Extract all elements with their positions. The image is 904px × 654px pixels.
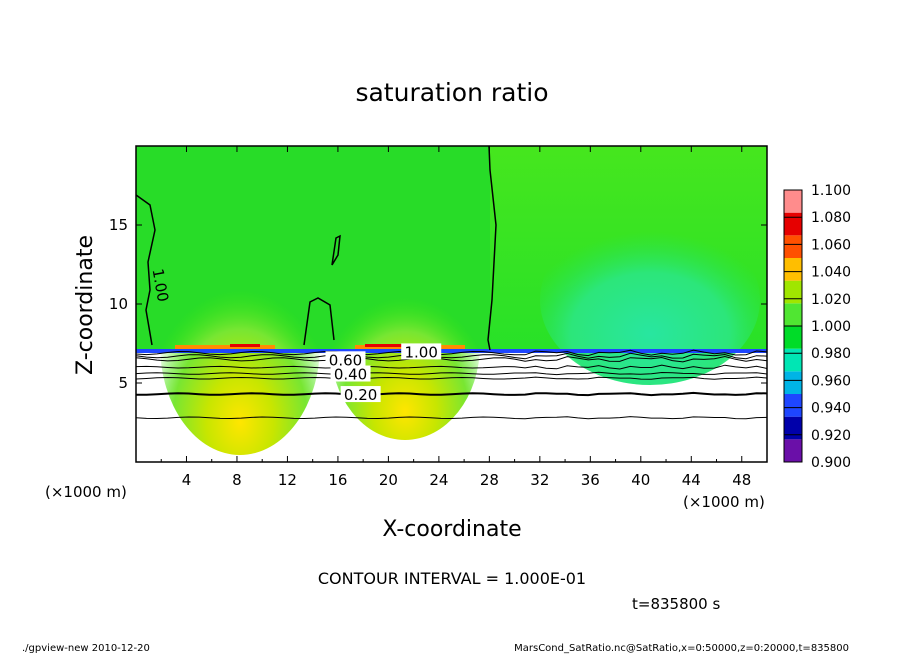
colorbar-label: 0.900 <box>811 455 851 471</box>
x-tick-label: 28 <box>480 471 499 489</box>
colorbar-label: 0.920 <box>811 428 851 444</box>
colorbar-segment <box>784 212 802 236</box>
x-axis-label: X-coordinate <box>382 517 521 542</box>
y-tick-label: 10 <box>109 295 128 313</box>
contour-line <box>136 349 767 357</box>
colorbar-segment <box>784 371 802 394</box>
contour-label-bg <box>401 343 442 360</box>
x-tick-label: 44 <box>682 471 701 489</box>
peak-strip-4 <box>365 344 410 347</box>
colorbar-label: 1.000 <box>811 319 851 335</box>
x-axis-unit-right: (×1000 m) <box>683 493 765 511</box>
contour-label: 0.20 <box>344 386 377 404</box>
contour-line <box>136 416 767 420</box>
contour-label: 0.60 <box>329 351 362 369</box>
colorbar-label: 1.020 <box>811 292 851 308</box>
colorbar-segment <box>784 394 802 417</box>
chart-title: saturation ratio <box>355 78 548 107</box>
contour-labels: 1.00 1.00 0.600.40 0.20 <box>148 267 442 404</box>
colorbar-label: 0.980 <box>811 346 851 362</box>
contour-label: 1.00 <box>148 267 172 303</box>
footer-right: MarsCond_SatRatio.nc@SatRatio,x=0:50000,… <box>514 643 849 654</box>
colorbar-segment <box>784 235 802 258</box>
colorbar-label: 1.040 <box>811 265 851 281</box>
contour-label-bg <box>325 351 366 368</box>
colorbar-segment <box>784 280 802 304</box>
colorbar-label: 0.960 <box>811 373 851 389</box>
colorbar-segment <box>784 258 802 281</box>
y-tick-label: 15 <box>109 216 128 234</box>
colorbar-label: 1.080 <box>811 210 851 226</box>
contour-line <box>136 364 767 370</box>
peak-strip-3 <box>230 344 260 347</box>
colorbar-label: 1.060 <box>811 237 851 253</box>
contour-line <box>136 391 767 397</box>
x-tick-label: 48 <box>732 471 751 489</box>
x-tick-label: 20 <box>379 471 398 489</box>
cool-patch-right <box>540 215 760 385</box>
colorbar-segment <box>784 326 802 349</box>
x-tick-label: 32 <box>530 471 549 489</box>
contour-label: 1.00 <box>405 343 438 361</box>
y-axis: 5 10 15 <box>109 216 767 392</box>
contour-line <box>136 352 767 360</box>
x-tick-label: 4 <box>182 471 192 489</box>
colorbar-segment <box>784 303 802 326</box>
x-tick-label: 8 <box>232 471 242 489</box>
peak-strip-1 <box>175 345 275 349</box>
colorbar-label: 1.100 <box>811 183 851 199</box>
colorbar-label: 0.940 <box>811 401 851 417</box>
contour-lines <box>136 349 767 420</box>
colorbar-segment <box>784 416 802 440</box>
contour-line <box>136 355 767 363</box>
subsat-edge <box>136 349 767 353</box>
x-tick-label: 12 <box>278 471 297 489</box>
contour-1-00-blob <box>331 234 341 266</box>
footer-left: ./gpview-new 2010-12-20 <box>22 643 150 654</box>
contour-line <box>136 376 767 380</box>
time-label: t=835800 s <box>632 595 720 613</box>
x-axis: 4 8 12 16 20 24 28 32 36 40 44 48 <box>160 146 751 489</box>
contour-label-bg <box>330 365 371 382</box>
x-tick-label: 24 <box>429 471 448 489</box>
y-axis-label: Z-coordinate <box>73 235 98 375</box>
contour-1-00-middle <box>303 297 335 346</box>
x-tick-label: 40 <box>631 471 650 489</box>
colorbar: 0.900 0.920 0.940 0.960 0.980 1.000 1.020 1.040… <box>783 183 851 471</box>
contour-label-bg <box>340 386 381 403</box>
colorbar-segment <box>784 439 802 462</box>
x-tick-label: 36 <box>581 471 600 489</box>
colorbar-segment <box>784 190 802 213</box>
plot-area <box>136 146 767 462</box>
contour-interval: CONTOUR INTERVAL = 1.000E-01 <box>318 569 586 588</box>
contour-label: 0.40 <box>334 366 367 384</box>
y-tick-label: 5 <box>118 374 128 392</box>
colorbar-segment <box>784 348 802 372</box>
x-tick-label: 16 <box>328 471 347 489</box>
x-axis-unit-left: (×1000 m) <box>45 483 127 501</box>
contour-line <box>136 371 767 376</box>
contour-1-00-left <box>136 194 156 346</box>
contour-1-00-right <box>487 146 497 351</box>
